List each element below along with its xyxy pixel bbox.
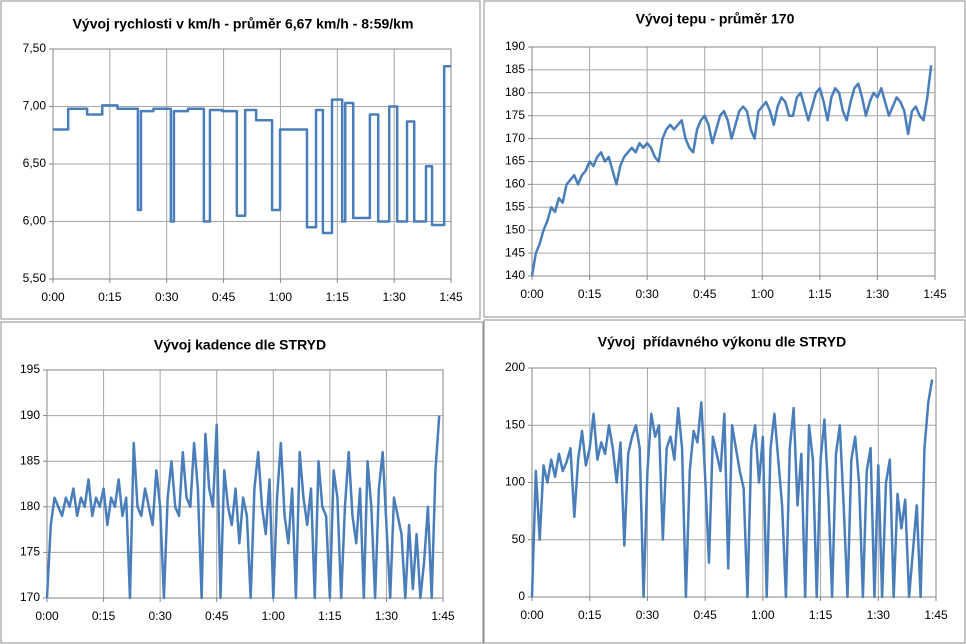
panel-border — [483, 0, 966, 318]
x-tick-label: 0:00 — [520, 287, 544, 301]
y-tick-label: 175 — [20, 545, 40, 559]
plot-area — [52, 48, 452, 280]
x-tick-label: 1:45 — [924, 608, 948, 622]
x-tick-label: 1:45 — [431, 609, 455, 623]
data-line — [53, 65, 451, 235]
y-tick-label: 155 — [505, 199, 525, 213]
plot-area — [531, 367, 937, 598]
x-tick-label: 0:15 — [578, 287, 602, 301]
x-tick-label: 1:30 — [375, 609, 399, 623]
x-tick-label: 0:45 — [212, 290, 236, 304]
y-tick-label: 175 — [505, 108, 525, 122]
y-tick-label: 6,50 — [23, 156, 47, 170]
panel-border — [0, 0, 481, 320]
x-tick-label: 1:00 — [751, 287, 775, 301]
y-tick-label: 145 — [505, 245, 525, 259]
y-tick-label: 185 — [20, 453, 40, 467]
chart-title: Vývoj kadence dle STRYD — [154, 337, 326, 353]
chart-panel: Vývoj tepu - průměr 170 140 145 150 155 160 16… — [483, 0, 966, 318]
y-tick-label: 6,00 — [23, 214, 47, 228]
x-tick-label: 0:45 — [693, 608, 717, 622]
y-tick-label: 200 — [505, 360, 525, 374]
x-tick-label: 0:30 — [155, 290, 179, 304]
x-tick-label: 1:00 — [751, 608, 775, 622]
panel-border — [0, 321, 484, 644]
x-tick-label: 1:45 — [923, 287, 947, 301]
y-tick-label: 5,50 — [23, 271, 47, 285]
y-tick-label: 160 — [505, 177, 525, 191]
chart-title: Vývoj tepu - průměr 170 — [636, 11, 795, 27]
x-tick-label: 0:00 — [520, 608, 544, 622]
chart-panel: Vývoj přídavného výkonu dle STRYD 0 50 100 1… — [483, 319, 966, 644]
x-tick-label: 1:15 — [808, 287, 832, 301]
chart-title: Vývoj rychlosti v km/h - průměr 6,67 km/… — [73, 16, 414, 32]
x-tick-label: 1:15 — [326, 290, 350, 304]
plot-area — [46, 369, 444, 599]
plot-area — [531, 46, 936, 277]
x-tick-label: 0:00 — [41, 290, 65, 304]
x-tick-label: 1:15 — [318, 609, 342, 623]
chart-panel: Vývoj kadence dle STRYD 170 175 180 185 190 19… — [0, 321, 484, 644]
x-tick-label: 0:00 — [35, 609, 59, 623]
y-tick-label: 185 — [505, 62, 525, 76]
y-tick-label: 190 — [20, 408, 40, 422]
y-tick-label: 0 — [518, 589, 525, 603]
y-tick-label: 195 — [20, 362, 40, 376]
y-tick-label: 170 — [505, 131, 525, 145]
y-tick-label: 190 — [505, 39, 525, 53]
x-tick-label: 0:15 — [92, 609, 116, 623]
x-tick-label: 0:45 — [205, 609, 229, 623]
x-tick-label: 0:15 — [98, 290, 122, 304]
x-tick-label: 0:15 — [578, 608, 602, 622]
y-tick-label: 150 — [505, 222, 525, 236]
chart-panel: Vývoj rychlosti v km/h - průměr 6,67 km/… — [0, 0, 481, 320]
y-tick-label: 50 — [512, 532, 526, 546]
data-line — [530, 65, 933, 277]
x-tick-label: 0:30 — [636, 608, 660, 622]
chart-title: Vývoj přídavného výkonu dle STRYD — [598, 334, 846, 350]
panel-border — [483, 319, 966, 644]
y-tick-label: 7,00 — [23, 99, 47, 113]
data-line — [45, 415, 441, 600]
x-tick-label: 1:30 — [382, 290, 406, 304]
x-tick-label: 0:30 — [635, 287, 659, 301]
x-tick-label: 1:00 — [269, 290, 293, 304]
y-tick-label: 180 — [505, 85, 525, 99]
y-tick-label: 180 — [20, 499, 40, 513]
x-tick-label: 1:30 — [866, 287, 890, 301]
data-line — [530, 379, 934, 599]
x-tick-label: 1:30 — [867, 608, 891, 622]
y-tick-label: 140 — [505, 268, 525, 282]
x-tick-label: 0:45 — [693, 287, 717, 301]
x-tick-label: 1:00 — [262, 609, 286, 623]
x-tick-label: 0:30 — [148, 609, 172, 623]
y-tick-label: 7,50 — [23, 41, 47, 55]
y-tick-label: 100 — [505, 475, 525, 489]
x-tick-label: 1:15 — [809, 608, 833, 622]
y-tick-label: 150 — [505, 417, 525, 431]
x-tick-label: 1:45 — [439, 290, 463, 304]
y-tick-label: 165 — [505, 154, 525, 168]
y-tick-label: 170 — [20, 590, 40, 604]
